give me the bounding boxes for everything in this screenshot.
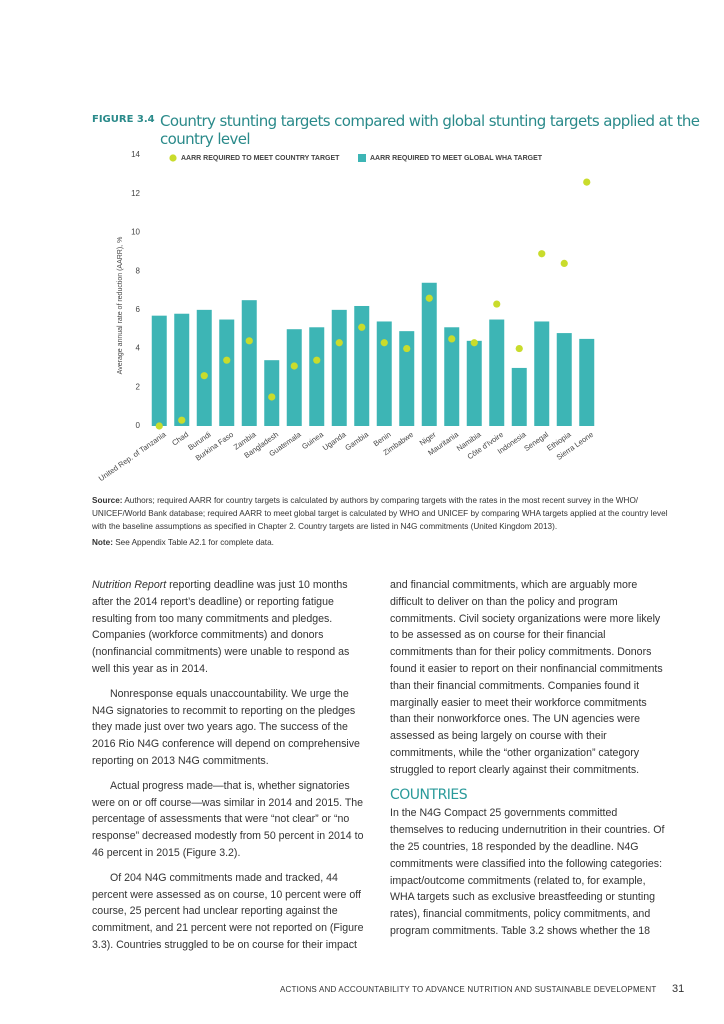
- legend-label: AARR REQUIRED TO MEET COUNTRY TARGET: [181, 155, 340, 162]
- bar: [511, 367, 527, 426]
- dot: [583, 178, 591, 186]
- page-number: 31: [672, 983, 685, 995]
- dot: [200, 372, 208, 380]
- y-tick-label: 14: [131, 150, 140, 159]
- bar: [421, 282, 437, 426]
- dot: [313, 356, 321, 364]
- bar: [151, 315, 167, 426]
- paragraph: In the N4G Compact 25 governments commit…: [390, 807, 665, 937]
- left-column: Nutrition Report reporting deadline was …: [92, 577, 368, 962]
- dot: [515, 344, 523, 353]
- dot: [560, 259, 568, 267]
- y-tick-label: 8: [136, 266, 141, 275]
- dot: [403, 344, 411, 353]
- bar: [556, 333, 572, 426]
- dot: [448, 335, 456, 343]
- bar: [286, 329, 302, 426]
- y-axis-label: Average annual rate of reduction (AARR),…: [117, 237, 124, 375]
- source-label: Source:: [92, 496, 123, 505]
- note-block: Note: See Appendix Table A2.1 for comple…: [92, 536, 672, 549]
- bar: [534, 321, 550, 426]
- bar: [219, 319, 235, 426]
- y-tick-label: 0: [136, 421, 141, 430]
- bar: [309, 327, 325, 426]
- footer-text: ACTIONS AND ACCOUNTABILITY TO ADVANCE NU…: [280, 985, 657, 994]
- x-tick-label: Gambia: [343, 429, 370, 452]
- bar: [264, 360, 280, 426]
- paragraph: Actual progress made—that is, whether si…: [92, 779, 364, 859]
- y-tick-label: 10: [131, 228, 140, 237]
- x-tick-label: Senegal: [522, 430, 550, 453]
- text: reporting deadline was just 10 months af…: [92, 579, 350, 675]
- source-text: Authors; required AARR for country targe…: [92, 496, 668, 531]
- bar: [376, 321, 392, 426]
- bar: [174, 313, 190, 426]
- y-tick-label: 4: [136, 344, 141, 353]
- bar: [354, 305, 370, 426]
- x-tick-label: United Rep. of Tanzania: [97, 429, 168, 483]
- note-label: Note:: [92, 538, 113, 547]
- italic-text: Nutrition Report: [92, 579, 167, 591]
- legend-swatch: [358, 154, 366, 162]
- dot: [290, 362, 298, 370]
- paragraph: Nonresponse equals unaccountability. We …: [92, 687, 360, 767]
- paragraph: and financial commitments, which are arg…: [390, 579, 663, 776]
- bar: [399, 331, 415, 426]
- source-block: Source: Authors; required AARR for count…: [92, 494, 672, 533]
- figure-label: FIGURE 3.4: [92, 114, 155, 125]
- paragraph: Nutrition Report reporting deadline was …: [92, 577, 368, 678]
- dot: [538, 250, 546, 258]
- y-tick-label: 6: [136, 305, 141, 314]
- chart-title: Country stunting targets compared with g…: [160, 112, 700, 148]
- bar: [331, 309, 347, 426]
- y-tick-label: 2: [136, 382, 141, 391]
- dot: [358, 323, 366, 331]
- dot: [470, 339, 478, 347]
- bar: [489, 319, 505, 426]
- note-text: See Appendix Table A2.1 for complete dat…: [115, 538, 274, 547]
- dot: [268, 393, 276, 401]
- bar: [444, 327, 460, 426]
- section-heading: COUNTRIES: [390, 786, 468, 803]
- dot: [380, 339, 388, 347]
- bar: [196, 309, 212, 426]
- right-column: and financial commitments, which are arg…: [390, 577, 666, 948]
- dot: [335, 339, 343, 347]
- dot: [245, 337, 253, 345]
- dot: [178, 416, 186, 424]
- bar: [579, 338, 595, 426]
- bar: [241, 300, 257, 426]
- paragraph: Of 204 N4G commitments made and tracked,…: [92, 871, 364, 951]
- dot: [223, 356, 231, 364]
- dot: [155, 422, 163, 430]
- bar: [466, 340, 482, 426]
- y-tick-label: 12: [131, 189, 140, 198]
- legend-swatch: [169, 154, 177, 162]
- dot: [425, 294, 433, 302]
- source: Source: Authors; required AARR for count…: [92, 494, 672, 549]
- dot: [493, 300, 501, 308]
- chart: 0 2 4 6 8 10 12 14 Average annual rate of reduct…: [97, 150, 595, 483]
- x-tick-label: Uganda: [321, 429, 348, 452]
- legend-label: AARR REQUIRED TO MEET GLOBAL WHA TARGET: [370, 155, 543, 162]
